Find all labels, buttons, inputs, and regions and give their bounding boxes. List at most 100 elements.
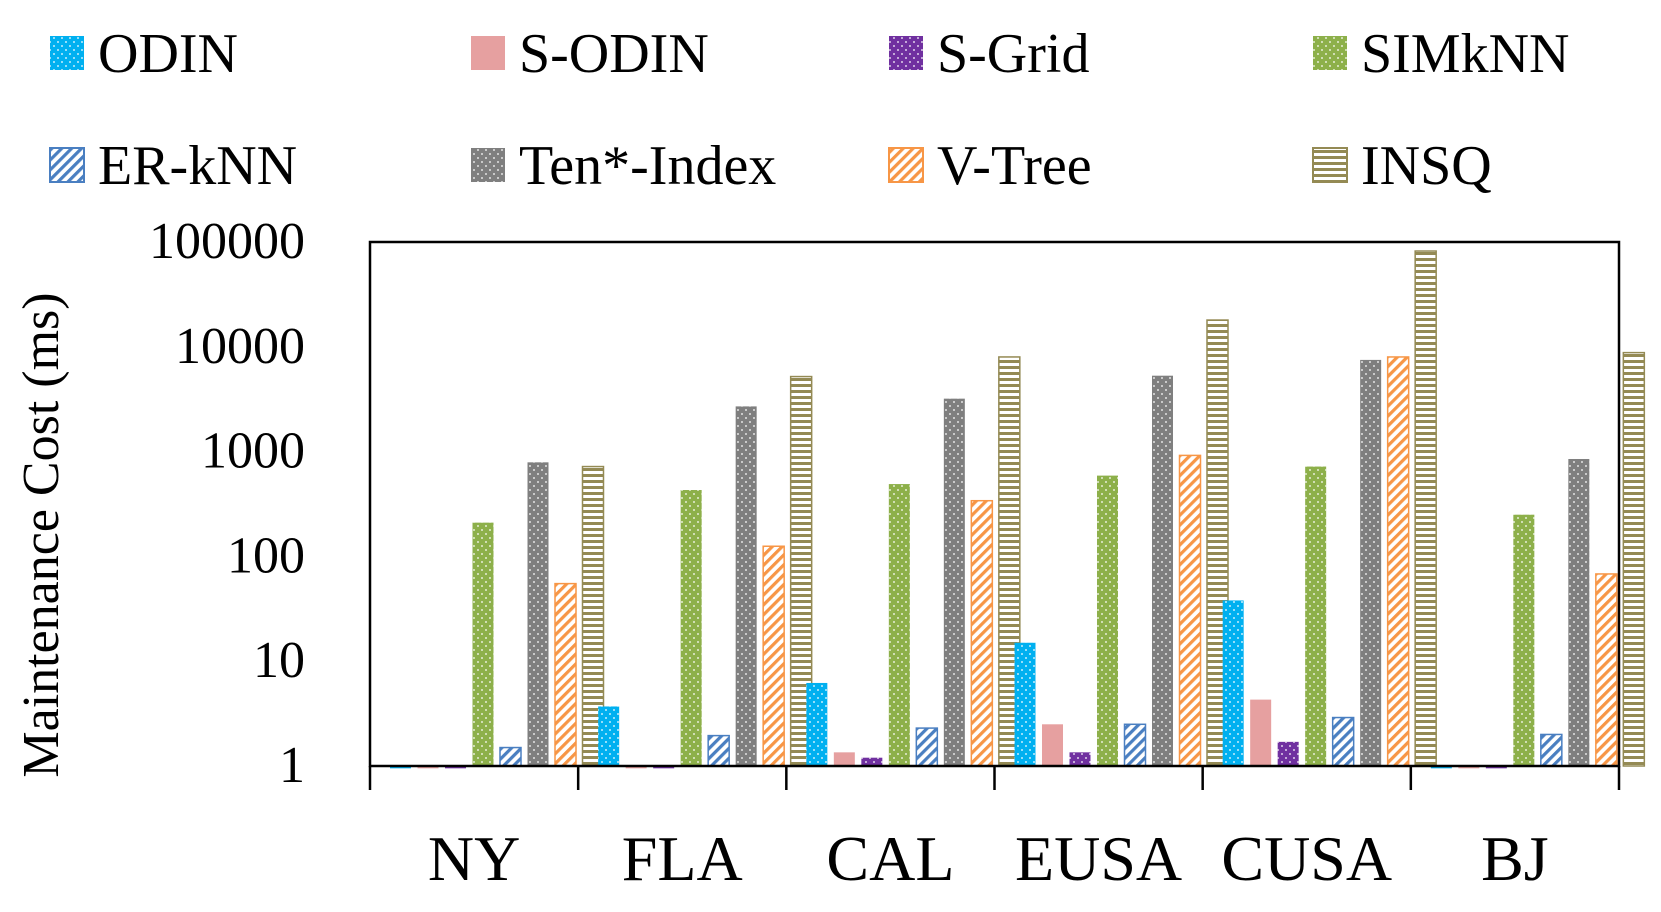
bar-cal-v-tree <box>970 499 994 767</box>
legend-label: S-Grid <box>937 23 1089 85</box>
x-tick-label-bj: BJ <box>1481 823 1549 894</box>
legend-item-v-tree: V-Tree <box>888 135 1092 197</box>
bar-eusa-simknn-texture <box>1097 475 1118 766</box>
bar-bj-simknn-texture <box>1513 514 1535 766</box>
x-tick-label-ny: NY <box>428 823 520 894</box>
x-tick-label-cal: CAL <box>826 823 954 894</box>
y-tick-label: 1000 <box>201 423 305 480</box>
x-tick-label-eusa: EUSA <box>1015 823 1182 894</box>
legend-label: INSQ <box>1361 135 1492 197</box>
legend: ODIN S-ODIN S-Grid SIMkNN ER-kNN Ten*-Index V-… <box>49 23 1569 197</box>
bar-bj-ten-index-texture <box>1568 458 1590 766</box>
bar-cusa-er-knn-fill <box>1331 716 1355 767</box>
y-tick-label: 10000 <box>175 318 305 375</box>
legend-swatch <box>1312 147 1348 183</box>
legend-item-s-grid: S-Grid <box>889 23 1089 85</box>
bar-cal-s-odin-fill <box>833 752 855 766</box>
bar-fla-ten-index <box>735 406 757 766</box>
x-axis: NY FLA CAL EUSA CUSA BJ <box>368 766 1621 894</box>
y-tick-label: 100000 <box>149 213 305 270</box>
bar-cal-er-knn <box>915 727 939 767</box>
bar-eusa-s-grid-texture <box>1069 752 1091 766</box>
bar-cal-s-odin <box>833 752 855 766</box>
legend-swatch-texture <box>1313 36 1347 70</box>
bar-cusa-s-odin <box>1250 699 1272 766</box>
legend-swatch <box>888 147 924 183</box>
bar-fla-simknn <box>680 490 702 766</box>
bar-eusa-ten-index <box>1152 375 1173 766</box>
y-tick-label: 10 <box>253 632 305 689</box>
bar-cusa-s-odin-fill <box>1250 699 1272 766</box>
y-tick-label: 1 <box>279 737 305 794</box>
bar-cal-s-grid-texture <box>861 757 883 766</box>
bar-bj-er-knn-fill <box>1540 733 1563 767</box>
legend-item-simknn: SIMkNN <box>1313 23 1569 85</box>
bar-cal-ten-index <box>943 398 965 766</box>
bar-cusa-odin <box>1222 600 1244 766</box>
bar-cal-v-tree-fill <box>970 499 994 767</box>
bar-cusa-v-tree-fill <box>1386 356 1410 767</box>
legend-label: ODIN <box>98 23 238 85</box>
x-tick-label-cusa: CUSA <box>1221 823 1392 894</box>
bar-cusa-ten-index-texture <box>1360 359 1382 766</box>
bar-cusa-insq <box>1414 250 1437 767</box>
legend-label: Ten*-Index <box>519 135 776 197</box>
bar-ny-v-tree <box>554 582 577 767</box>
legend-item-odin: ODIN <box>50 23 238 85</box>
bar-cusa-er-knn <box>1331 716 1355 767</box>
bar-eusa-s-odin <box>1042 724 1063 766</box>
bar-cal-simknn <box>888 484 910 766</box>
bar-bj-v-tree <box>1595 573 1618 767</box>
bar-ny-er-knn-fill <box>499 746 522 767</box>
legend-swatch-texture <box>889 36 923 70</box>
bar-ny-er-knn <box>499 746 522 767</box>
bar-cusa-simknn <box>1305 466 1327 766</box>
legend-swatch-texture <box>50 36 84 70</box>
bar-ny-ten-index <box>527 462 549 766</box>
bar-bj-insq-fill <box>1622 351 1646 767</box>
legend-label: ER-kNN <box>98 135 297 197</box>
bar-cusa-ten-index <box>1360 359 1382 766</box>
bar-cusa-simknn-texture <box>1305 466 1327 766</box>
bar-fla-v-tree-fill <box>762 545 785 767</box>
bar-bj-insq <box>1622 351 1646 767</box>
bar-eusa-v-tree-fill <box>1178 454 1202 767</box>
legend-swatch <box>471 36 505 70</box>
bar-cal-odin-texture <box>806 682 828 766</box>
y-axis-label: Maintenance Cost (ms) <box>13 292 70 777</box>
bar-bj-er-knn <box>1540 733 1563 767</box>
legend-item-s-odin: S-ODIN <box>471 23 709 85</box>
bar-ny-ten-index-texture <box>527 462 549 766</box>
legend-label: S-ODIN <box>519 23 709 85</box>
bar-cusa-odin-texture <box>1222 600 1244 766</box>
bar-ny-simknn-texture <box>472 522 494 766</box>
bar-fla-v-tree <box>762 545 785 767</box>
legend-item-er-knn: ER-kNN <box>49 135 297 197</box>
bar-fla-er-knn-fill <box>707 734 730 767</box>
bar-eusa-v-tree <box>1178 454 1202 767</box>
bar-eusa-s-odin-fill <box>1042 724 1063 766</box>
bar-cal-odin <box>806 682 828 766</box>
bar-fla-ten-index-texture <box>735 406 757 766</box>
bar-fla-er-knn <box>707 734 730 767</box>
bar-eusa-ten-index-texture <box>1152 375 1173 766</box>
bar-eusa-er-knn-fill <box>1123 723 1147 767</box>
bar-cal-s-grid <box>861 757 883 766</box>
bar-bj-ten-index <box>1568 458 1590 766</box>
bar-eusa-odin <box>1014 642 1036 766</box>
y-axis-ticks: 1 10 100 1000 10000 100000 <box>149 213 305 794</box>
bar-fla-simknn-texture <box>680 490 702 766</box>
legend-label: V-Tree <box>937 135 1092 197</box>
bar-cal-simknn-texture <box>888 484 910 766</box>
bar-eusa-odin-texture <box>1014 642 1036 766</box>
legend-swatch-texture <box>471 148 505 182</box>
bar-cusa-v-tree <box>1386 356 1410 767</box>
bar-eusa-simknn <box>1097 475 1118 766</box>
bar-bj-v-tree-fill <box>1595 573 1618 767</box>
legend-item-ten-index: Ten*-Index <box>471 135 776 197</box>
bar-cal-ten-index-texture <box>943 398 965 766</box>
bar-ny-simknn <box>472 522 494 766</box>
x-tick-label-fla: FLA <box>622 823 743 894</box>
bar-fla-odin-texture <box>598 706 620 766</box>
